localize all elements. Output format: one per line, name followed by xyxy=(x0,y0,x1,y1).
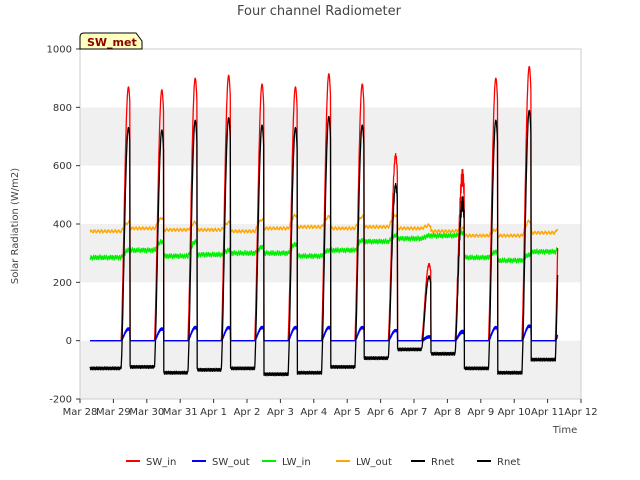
y-tick-label: -200 xyxy=(49,395,72,406)
x-tick-label: Apr 11 xyxy=(531,407,564,418)
y-tick-label: 800 xyxy=(53,103,72,114)
x-tick-label: Apr 12 xyxy=(564,407,597,418)
x-tick-label: Apr 2 xyxy=(234,407,261,418)
y-axis-ticks: -200 0 200 400 600 800 1000 xyxy=(47,45,80,406)
x-tick-label: Mar 28 xyxy=(63,407,98,418)
x-tick-label: Apr 3 xyxy=(267,407,294,418)
legend-label: SW_in xyxy=(146,457,176,468)
x-tick-label: Mar 31 xyxy=(163,407,198,418)
x-tick-label: Mar 29 xyxy=(96,407,131,418)
series-sw-out-line xyxy=(89,324,559,342)
y-tick-label: 600 xyxy=(53,161,72,172)
legend-label: SW_out xyxy=(212,457,250,468)
legend-label: LW_in xyxy=(282,457,311,468)
series-rnet-line xyxy=(89,109,559,377)
legend-label: Rnet xyxy=(497,457,520,468)
series-layer xyxy=(89,65,559,377)
chart-title: Four channel Radiometer xyxy=(237,4,402,19)
sw-met-badge: SW_met xyxy=(79,32,143,50)
y-tick-label: 0 xyxy=(66,336,72,347)
y-axis-label: Solar Radiation (W/m2) xyxy=(10,168,21,284)
x-tick-label: Mar 30 xyxy=(129,407,164,418)
x-axis-label: Time xyxy=(552,425,577,436)
badge-label: SW_met xyxy=(87,36,137,49)
x-tick-label: Apr 8 xyxy=(434,407,461,418)
legend-label: LW_out xyxy=(356,457,392,468)
x-tick-label: Apr 7 xyxy=(401,407,428,418)
x-tick-label: Apr 1 xyxy=(200,407,227,418)
badge-shape xyxy=(79,32,143,50)
y-tick-label: 200 xyxy=(53,278,72,289)
x-tick-label: Apr 6 xyxy=(367,407,394,418)
x-tick-label: Apr 10 xyxy=(498,407,531,418)
x-tick-label: Apr 4 xyxy=(300,407,327,418)
x-tick-label: Apr 9 xyxy=(467,407,494,418)
legend: SW_in SW_out LW_in LW_out Rnet Rnet xyxy=(126,457,520,468)
y-tick-label: 1000 xyxy=(47,45,72,56)
x-tick-label: Apr 5 xyxy=(334,407,361,418)
legend-label: Rnet xyxy=(431,457,454,468)
y-tick-label: 400 xyxy=(53,220,72,231)
